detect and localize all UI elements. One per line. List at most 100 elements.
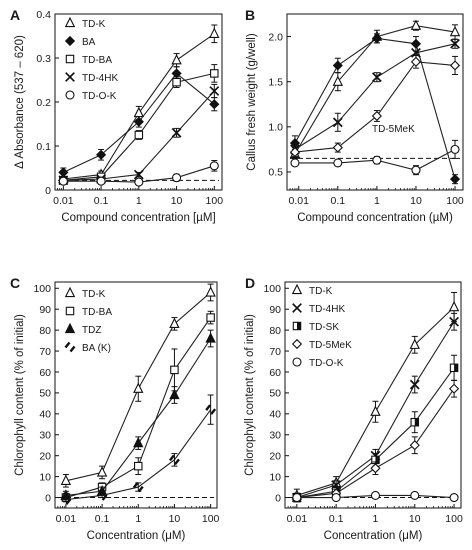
data-point-td-ba — [172, 77, 181, 87]
data-point-td-o-k — [331, 492, 341, 503]
data-point-tdz — [205, 332, 216, 343]
legend-marker-tdz — [64, 322, 76, 334]
y-tick-label: 0.4 — [36, 9, 51, 21]
y-tick-label: 0.5 — [268, 167, 283, 179]
data-point-td-sk — [410, 417, 420, 427]
x-tick-label: 0.1 — [94, 195, 109, 207]
plot-frame — [54, 13, 223, 191]
legend-label: TDZ — [82, 325, 101, 336]
data-point-ba-k — [60, 494, 72, 505]
plot-frame — [54, 281, 218, 509]
x-tick-label: 0.1 — [95, 513, 110, 525]
data-point-td-k — [332, 75, 344, 86]
marker-fill-half — [375, 456, 380, 464]
panel-letter: B — [245, 7, 255, 23]
x-tick-label: 10 — [410, 195, 422, 207]
y-tick-label: 0.3 — [36, 53, 51, 65]
data-point-ba — [133, 116, 144, 127]
y-axis-label: Δ Absorbance (537 – 620) — [14, 35, 26, 169]
x-tick-label: 100 — [206, 195, 224, 207]
series-td-5mek — [289, 55, 461, 158]
series-td-4hk — [290, 38, 460, 156]
legend-marker-ba — [64, 35, 76, 47]
data-point-td-o-k — [450, 144, 460, 154]
x-axis-label: Compound concentration (µM) — [297, 212, 453, 224]
data-point-td-o-k — [292, 492, 302, 503]
y-tick-label: 1.5 — [268, 76, 283, 88]
legend-label: TD-SK — [309, 322, 339, 333]
legend-marker-td-5mek — [291, 338, 303, 350]
y-tick-label: 60 — [269, 367, 281, 379]
series-td-5mek — [291, 379, 460, 503]
series-td-o-k — [292, 490, 459, 503]
legend-label: TD-O-K — [309, 358, 344, 369]
legend: TD-K TD-4HK TD-SK TD-5MeK TD-O-K — [291, 283, 352, 369]
panel-letter: A — [10, 7, 20, 23]
x-tick-label: 0.01 — [287, 513, 308, 525]
data-point-td-4hk — [171, 127, 182, 138]
x-axis-label: Compound concentration [µM] — [61, 212, 215, 224]
legend-marker-td-o-k — [292, 357, 302, 367]
legend-marker-ba-k — [64, 341, 76, 353]
data-point-td-4hk — [209, 86, 220, 96]
chart-panel-a: A 0.01 0.1 1 10 100 0 0.1 0.2 0.3 0.4 Compound conc… — [10, 7, 223, 224]
data-point-td-ba — [134, 461, 143, 471]
data-point-td-ba — [210, 69, 219, 78]
data-point-ba — [96, 149, 107, 160]
data-point-td-o-k — [411, 165, 421, 175]
data-point-td-o-k — [209, 161, 219, 171]
data-point-td-o-k — [449, 492, 459, 503]
y-tick-label: 0 — [275, 492, 281, 504]
data-point-td-k — [409, 338, 420, 349]
series-annotation: TD-5MeK — [372, 124, 415, 135]
y-tick-label: 70 — [269, 346, 281, 358]
data-point-td-5mek — [449, 60, 461, 71]
series-line-td-sk — [296, 367, 455, 499]
data-point-td-5mek — [332, 142, 343, 153]
data-point-td-o-k — [410, 490, 420, 500]
marker-fill-half — [297, 322, 301, 330]
series-td-ba — [61, 310, 215, 503]
data-point-td-ba — [206, 313, 215, 322]
data-point-td-5mek — [289, 147, 301, 158]
y-tick-label: 0.1 — [36, 141, 51, 153]
legend-marker-td-4hk — [65, 72, 75, 82]
data-point-td-k — [60, 474, 72, 485]
x-tick-label: 0.1 — [329, 513, 344, 525]
y-tick-label: 90 — [269, 304, 281, 316]
data-point-td-k — [205, 286, 216, 297]
marker-fill-half — [454, 364, 458, 372]
y-axis-label: Callus fresh weight (g/well) — [246, 33, 258, 171]
data-point-td-5mek — [409, 440, 420, 451]
series-ba — [58, 66, 220, 178]
legend-marker-td-k — [64, 16, 76, 28]
data-point-ba — [449, 174, 461, 185]
data-point-td-k — [96, 466, 108, 477]
y-tick-label: 0 — [45, 492, 51, 504]
data-point-td-5mek — [370, 463, 381, 474]
x-tick-label: 1 — [373, 513, 379, 525]
data-point-ba-k — [169, 454, 180, 466]
legend: TD-K BA TD-BA TD-4HK TD-O-K — [64, 16, 118, 102]
y-tick-label: 80 — [269, 325, 281, 337]
x-tick-label: 1 — [135, 513, 141, 525]
y-tick-label: 1.0 — [268, 122, 283, 134]
data-point-td-ba — [134, 130, 144, 140]
y-tick-label: 20 — [39, 450, 51, 462]
data-point-td-o-k — [96, 176, 106, 186]
x-tick-label: 0.01 — [289, 195, 310, 207]
legend-marker-td-ba — [65, 306, 75, 316]
y-tick-label: 50 — [39, 388, 51, 400]
x-tick-label: 0.1 — [331, 195, 346, 207]
y-tick-label: 80 — [39, 325, 51, 337]
y-tick-label: 90 — [39, 304, 51, 316]
legend-label: TD-4HK — [82, 73, 118, 84]
legend-label: TD-5MeK — [309, 340, 352, 351]
data-point-ba-k — [205, 404, 217, 415]
data-point-td-o-k — [372, 155, 382, 165]
y-tick-label: 30 — [39, 430, 51, 442]
series-tdz — [60, 329, 216, 501]
data-point-td-k — [169, 317, 180, 329]
x-tick-label: 0.01 — [56, 513, 77, 525]
